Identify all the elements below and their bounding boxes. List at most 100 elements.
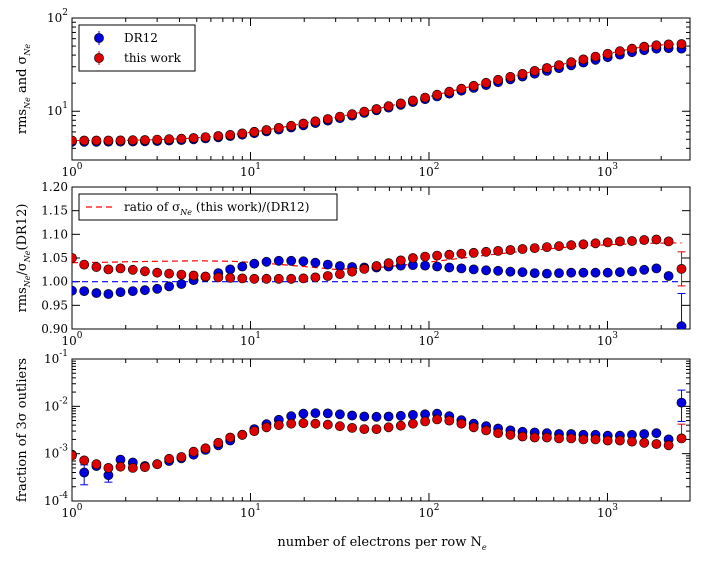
data-point-this-work	[127, 264, 138, 275]
data-point-this-work	[651, 439, 662, 449]
data-point-this-work	[127, 135, 138, 146]
data-point-dr12	[298, 256, 309, 267]
data-point-this-work	[103, 264, 114, 275]
data-point-this-work	[639, 41, 650, 52]
y-tick-label: 10-2	[44, 396, 68, 413]
data-point-this-work	[542, 242, 552, 252]
data-point-this-work	[676, 263, 687, 274]
data-point-this-work	[407, 253, 418, 263]
data-point-dr12	[225, 264, 236, 275]
data-point-this-work	[517, 69, 528, 79]
data-point-this-work	[554, 60, 564, 70]
data-point-dr12	[152, 283, 163, 294]
data-point-this-work	[334, 111, 345, 122]
data-point-this-work	[152, 267, 163, 278]
data-point-dr12	[407, 409, 418, 420]
y-axis-label: rmsNe and σNe	[15, 44, 32, 135]
data-point-this-work	[493, 245, 503, 256]
data-point-this-work	[310, 272, 321, 283]
y-tick-label: 1.10	[41, 227, 68, 241]
data-point-this-work	[176, 269, 187, 280]
data-point-dr12	[261, 256, 272, 267]
plot-area	[72, 39, 687, 147]
data-point-this-work	[72, 135, 77, 146]
data-point-this-work	[420, 416, 430, 427]
data-point-dr12	[639, 429, 650, 439]
data-point-this-work	[139, 462, 150, 472]
data-point-this-work	[249, 126, 260, 137]
data-point-this-work	[615, 46, 625, 57]
y-tick-label: 101	[47, 101, 68, 118]
data-point-this-work	[529, 243, 540, 253]
data-point-this-work	[115, 263, 126, 274]
data-point-dr12	[322, 408, 333, 419]
data-point-this-work	[79, 259, 90, 270]
data-point-this-work	[152, 134, 163, 145]
data-point-this-work	[456, 83, 467, 94]
x-tick-label: 102	[418, 503, 439, 520]
data-point-this-work	[517, 431, 528, 442]
data-point-dr12	[578, 267, 589, 278]
data-point-dr12	[566, 267, 577, 278]
data-point-dr12	[505, 266, 516, 277]
data-point-dr12	[310, 257, 321, 268]
data-point-this-work	[237, 273, 248, 284]
data-point-dr12	[651, 428, 662, 439]
data-point-dr12	[72, 285, 77, 296]
data-point-this-work	[505, 245, 516, 255]
data-point-dr12	[444, 262, 455, 273]
data-point-this-work	[663, 440, 674, 451]
data-point-this-work	[371, 261, 382, 271]
data-point-this-work	[176, 452, 187, 462]
data-point-this-work	[298, 418, 309, 429]
data-point-this-work	[395, 98, 406, 109]
data-point-this-work	[176, 133, 187, 144]
data-point-this-work	[359, 106, 370, 117]
data-point-this-work	[225, 272, 236, 283]
data-point-this-work	[91, 262, 102, 272]
data-point-this-work	[590, 238, 601, 249]
data-point-this-work	[578, 54, 589, 65]
data-point-this-work	[554, 241, 564, 252]
y-tick-label: 10-1	[44, 349, 68, 366]
data-point-this-work	[566, 57, 577, 68]
data-point-this-work	[286, 273, 297, 284]
data-point-dr12	[651, 263, 662, 274]
data-point-this-work	[468, 247, 479, 258]
data-point-dr12	[237, 261, 248, 272]
data-point-this-work	[261, 422, 272, 433]
data-point-dr12	[676, 321, 687, 329]
data-point-this-work	[261, 273, 272, 284]
data-point-dr12	[322, 259, 333, 270]
data-point-dr12	[347, 410, 357, 421]
data-point-dr12	[359, 411, 370, 422]
data-point-this-work	[359, 263, 370, 274]
data-point-this-work	[213, 131, 224, 141]
y-tick-label: 10-4	[44, 491, 68, 508]
data-point-this-work	[347, 266, 357, 277]
data-point-dr12	[639, 264, 650, 275]
data-point-dr12	[420, 260, 430, 271]
data-point-this-work	[79, 135, 90, 146]
y-tick-label: 10-3	[44, 444, 68, 461]
data-point-this-work	[249, 426, 260, 436]
data-point-dr12	[176, 279, 187, 289]
panel-ratio: 100 101 102 103 0.90 0.95 1.00 1.05 1.10 1.15 1.20…	[15, 180, 691, 348]
data-point-this-work	[249, 273, 260, 284]
data-point-this-work	[468, 80, 479, 91]
data-point-this-work	[103, 462, 114, 473]
data-point-this-work	[578, 239, 589, 250]
x-tick-label: 100	[61, 331, 82, 348]
data-point-this-work	[322, 419, 333, 430]
data-point-this-work	[200, 271, 211, 282]
data-point-dr12	[79, 467, 90, 478]
y-tick-label: 1.05	[41, 251, 68, 265]
data-point-this-work	[627, 43, 637, 54]
data-point-dr12	[371, 411, 382, 422]
data-point-this-work	[286, 418, 297, 429]
data-point-dr12	[529, 268, 540, 278]
y-tick-label: 0.95	[41, 298, 68, 312]
data-point-this-work	[676, 433, 687, 444]
data-point-this-work	[371, 424, 382, 434]
data-point-this-work	[505, 429, 516, 440]
